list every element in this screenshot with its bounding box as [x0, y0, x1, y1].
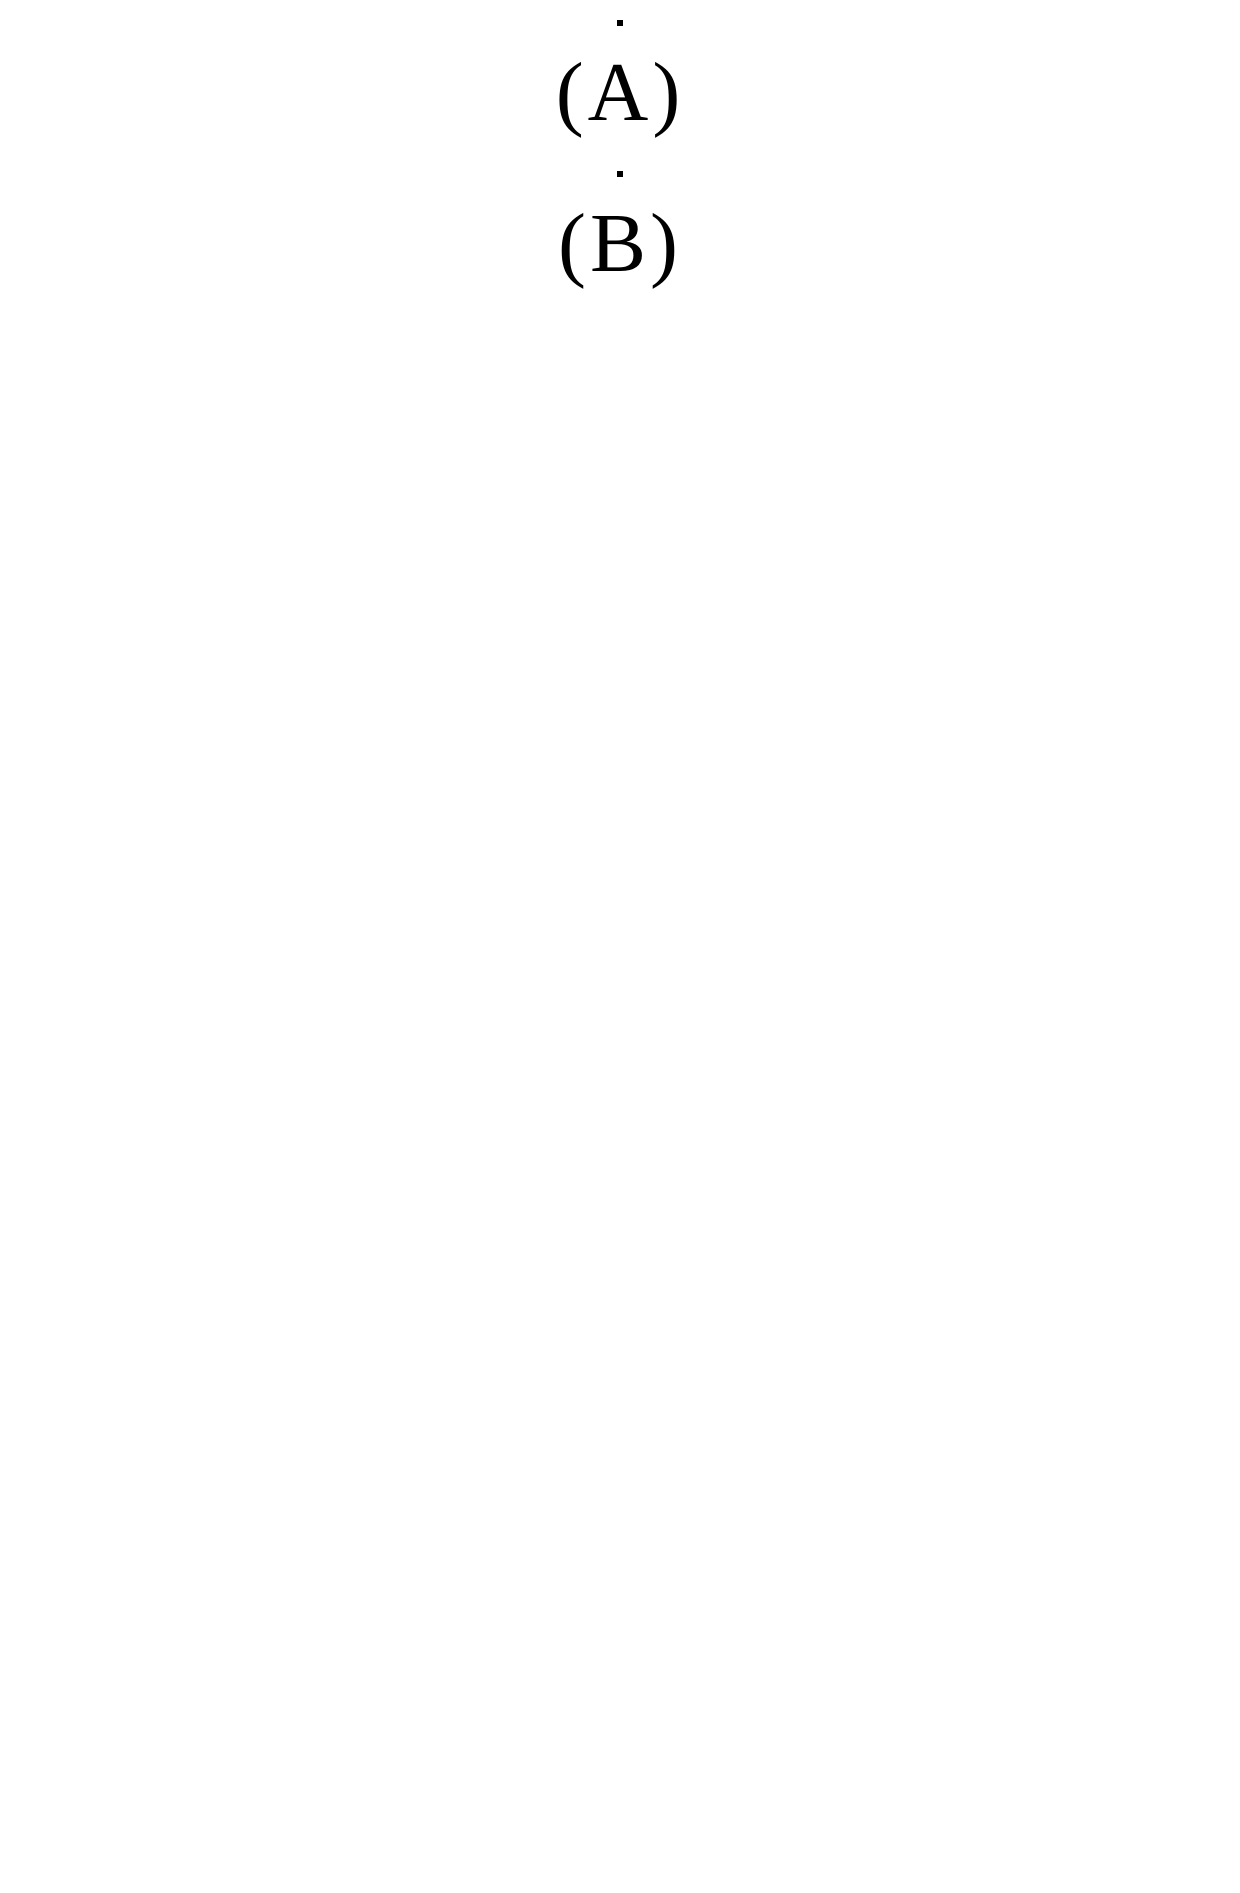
panel-a-wrap: (A) [556, 20, 685, 141]
panel-b-wrap: (B) [558, 171, 682, 292]
panel-b-label: (B) [558, 195, 682, 292]
chart-panel-b [617, 171, 623, 177]
chart-panel-a [617, 20, 623, 26]
panel-a-label: (A) [556, 44, 685, 141]
